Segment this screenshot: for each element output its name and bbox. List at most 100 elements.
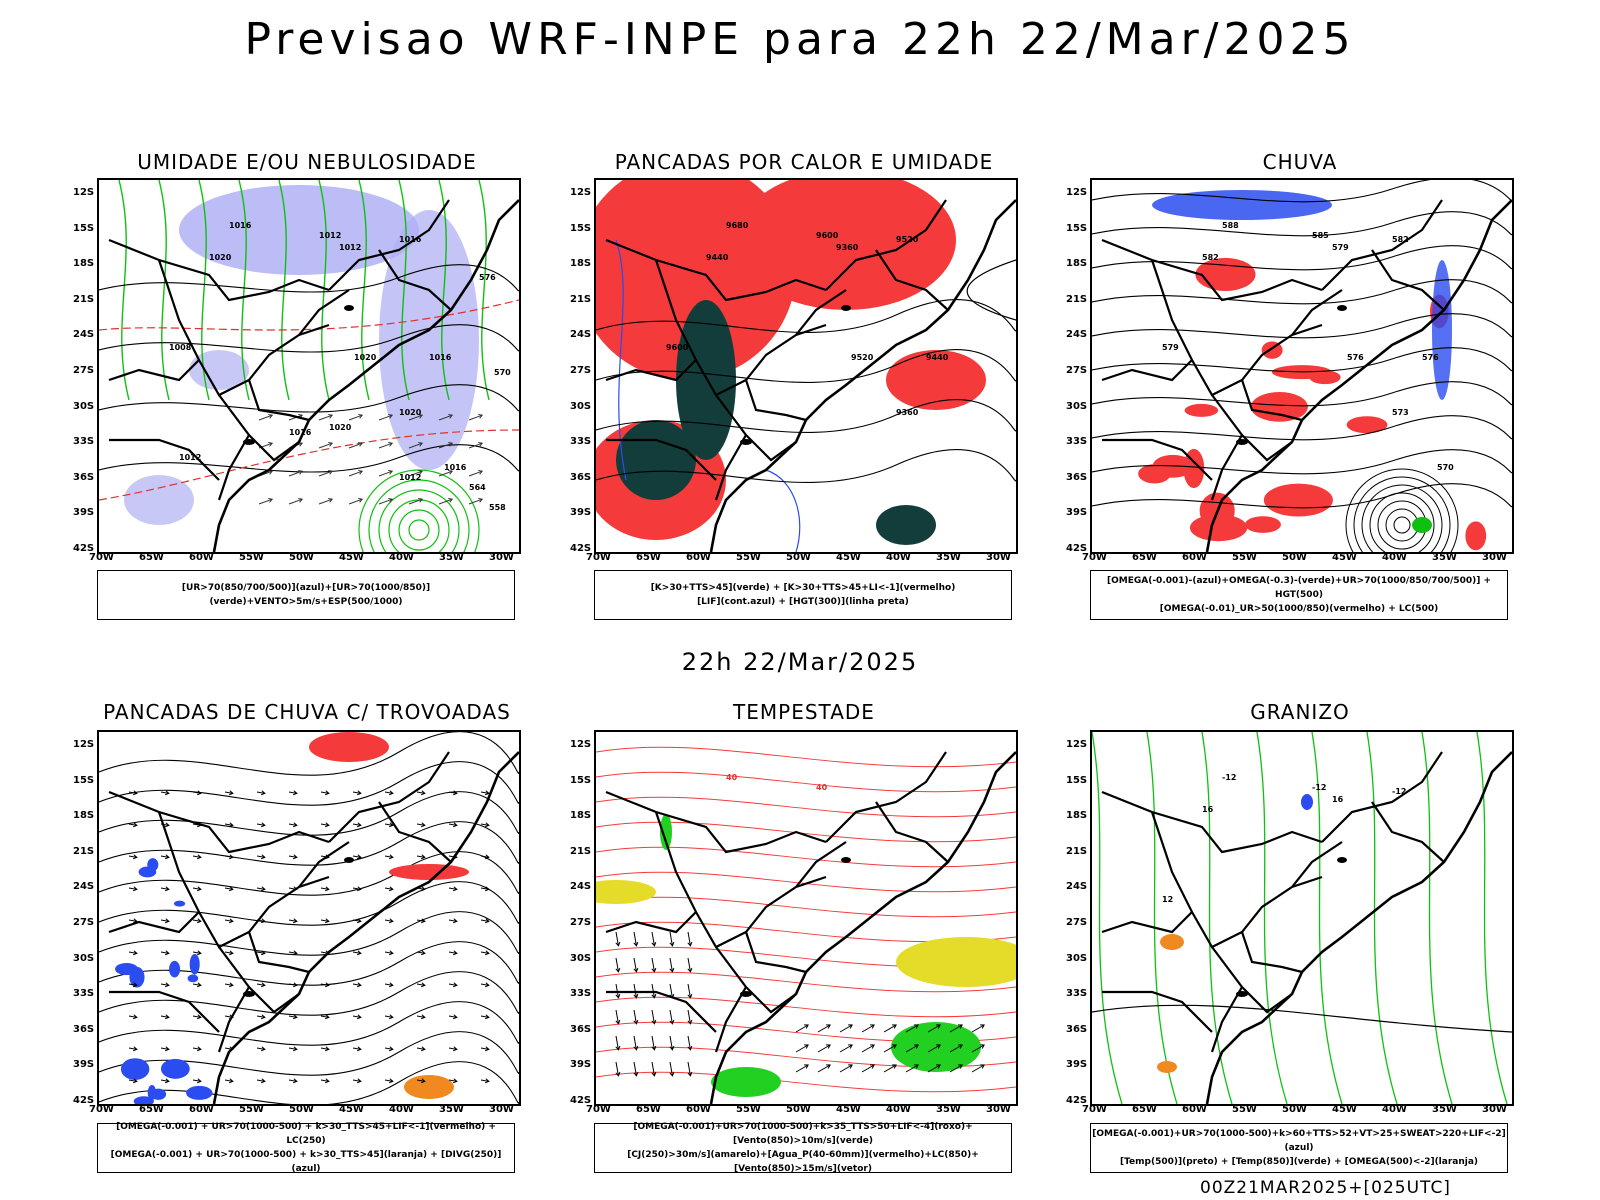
wind-vector <box>688 958 692 972</box>
cyclone-contour <box>399 510 439 550</box>
lat-tick-label: 15S <box>570 223 591 234</box>
lat-tick-label: 27S <box>1066 917 1087 928</box>
state-border <box>746 932 806 972</box>
lon-tick-label: 35W <box>936 552 961 563</box>
state-border <box>219 395 299 460</box>
thunderstorm-red-area <box>389 864 469 880</box>
streamline-arrow <box>129 887 137 891</box>
wind-vector <box>634 1036 638 1050</box>
lon-tick-label: 50W <box>289 552 314 563</box>
streamline <box>99 942 519 986</box>
panel-title-trovoadas: PANCADAS DE CHUVA C/ TROVOADAS <box>97 700 517 724</box>
lat-tick-label: 36S <box>1066 1024 1087 1035</box>
streamline-arrow <box>129 1015 137 1019</box>
streamline-arrow <box>193 791 201 795</box>
streamline-arrow <box>289 1079 297 1083</box>
lat-tick-label: 21S <box>570 294 591 305</box>
lon-tick-label: 45W <box>1332 552 1357 563</box>
contour-label: 40 <box>726 773 738 782</box>
wind-vector <box>652 958 656 972</box>
legend-box-trovoadas: [OMEGA(-0.001) + UR>70(1000-500) + k>30_… <box>97 1123 515 1173</box>
lat-tick-label: 21S <box>570 846 591 857</box>
lon-tick-label: 30W <box>986 552 1011 563</box>
state-border <box>1212 435 1242 500</box>
lake-mirim <box>243 991 255 997</box>
cyclone-contour <box>389 500 449 552</box>
wind-vector <box>840 1065 852 1072</box>
streamline-arrow <box>481 951 489 955</box>
wind-vector <box>616 1010 620 1024</box>
cyclone-contour <box>1362 485 1442 552</box>
lat-tick-label: 36S <box>73 472 94 483</box>
hail-blue-area <box>1301 794 1313 810</box>
streamline-arrow <box>257 855 265 859</box>
wind-vector <box>652 1062 656 1076</box>
contour-labels-layer: 4040 <box>726 773 828 792</box>
omega-orange-area <box>1160 934 1184 950</box>
streamline-arrow <box>481 1079 489 1083</box>
divergence-blue-area <box>174 901 185 907</box>
wind-vector <box>862 1045 874 1052</box>
contour-label: 573 <box>1392 408 1409 417</box>
humidity-green-contour <box>159 180 169 400</box>
jet-yellow-area <box>596 880 656 904</box>
wind-vector <box>319 498 332 504</box>
wind-vector <box>688 1036 692 1050</box>
streamline-arrow <box>289 1015 297 1019</box>
contour-label: 9520 <box>851 353 874 362</box>
lat-tick-label: 33S <box>73 988 94 999</box>
lat-tick-label: 30S <box>1066 401 1087 412</box>
lat-tick-label: 39S <box>73 1059 94 1070</box>
state-border <box>876 802 948 862</box>
precipitable-water-contour <box>596 822 1016 842</box>
legend-line: [CJ(250)>30m/s](amarelo)+[Agua_P(40-60mm… <box>595 1148 1011 1176</box>
state-border <box>1212 947 1292 1012</box>
lat-tick-label: 36S <box>73 1024 94 1035</box>
contour-label: 558 <box>489 503 506 512</box>
lon-tick-label: 45W <box>339 552 364 563</box>
streamline-arrow <box>257 887 265 891</box>
streamline-arrow <box>385 919 393 923</box>
contour-label: 1020 <box>399 408 422 417</box>
rain-red-area <box>1138 464 1171 483</box>
contour-label: 9680 <box>726 221 749 230</box>
state-border <box>109 440 219 480</box>
streamline-arrow <box>481 1047 489 1051</box>
wind-vector <box>652 932 656 946</box>
forecast-field-layer <box>596 180 1016 552</box>
streamline-arrow <box>257 791 265 795</box>
lat-tick-label: 39S <box>570 507 591 518</box>
lat-tick-label: 12S <box>570 187 591 198</box>
lon-tick-label: 60W <box>686 552 711 563</box>
wind-vector <box>670 958 674 972</box>
streamline-arrow <box>417 855 425 859</box>
lon-tick-label: 35W <box>439 552 464 563</box>
streamline-arrow <box>385 791 393 795</box>
streamline-arrow <box>449 823 457 827</box>
lon-tick-label: 40W <box>886 1104 911 1115</box>
lat-tick-label: 27S <box>73 917 94 928</box>
lon-tick-label: 45W <box>1332 1104 1357 1115</box>
contour-label: 1016 <box>289 428 312 437</box>
lat-tick-label: 33S <box>570 988 591 999</box>
wind-vector <box>349 470 362 476</box>
streamline-arrow <box>449 951 457 955</box>
wind-vector <box>616 1062 620 1076</box>
wind-vector <box>818 1065 830 1072</box>
contour-label: 16 <box>1202 805 1214 814</box>
contour-labels-layer: -12-12 -12161612 <box>1162 773 1406 904</box>
lat-tick-label: 12S <box>73 739 94 750</box>
wind-vector <box>688 984 692 998</box>
streamline-arrow <box>321 1079 329 1083</box>
wind-vector <box>670 932 674 946</box>
streamline-arrow <box>449 1015 457 1019</box>
precipitable-water-contour <box>596 897 1016 917</box>
wind-vector <box>379 498 392 504</box>
streamline-arrow <box>257 1015 265 1019</box>
cyclone-contour <box>1346 469 1458 552</box>
contour-label: 1020 <box>354 353 377 362</box>
lon-tick-label: 35W <box>936 1104 961 1115</box>
lat-tick-label: 21S <box>1066 846 1087 857</box>
contour-label: 9360 <box>896 408 919 417</box>
wind-vector <box>884 1025 896 1032</box>
